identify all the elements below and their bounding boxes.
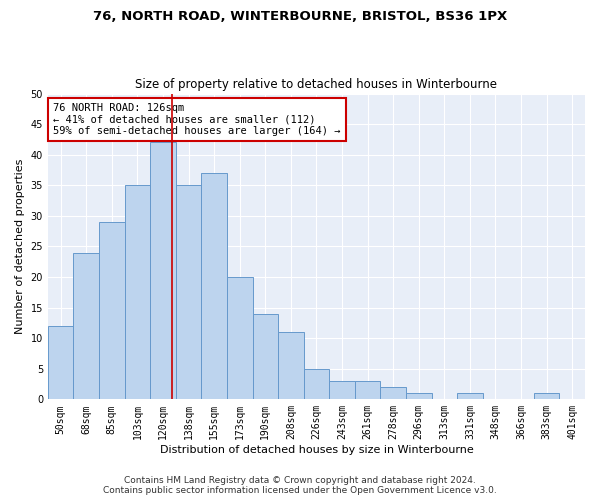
Bar — [227, 277, 253, 400]
Bar — [278, 332, 304, 400]
Text: 76 NORTH ROAD: 126sqm
← 41% of detached houses are smaller (112)
59% of semi-det: 76 NORTH ROAD: 126sqm ← 41% of detached … — [53, 102, 341, 136]
Text: Contains HM Land Registry data © Crown copyright and database right 2024.
Contai: Contains HM Land Registry data © Crown c… — [103, 476, 497, 495]
Bar — [253, 314, 278, 400]
Bar — [304, 369, 329, 400]
Bar — [406, 393, 431, 400]
Bar — [48, 326, 73, 400]
Bar — [150, 142, 176, 400]
Y-axis label: Number of detached properties: Number of detached properties — [15, 159, 25, 334]
Bar — [99, 222, 125, 400]
X-axis label: Distribution of detached houses by size in Winterbourne: Distribution of detached houses by size … — [160, 445, 473, 455]
Bar — [534, 393, 559, 400]
Bar — [125, 186, 150, 400]
Bar — [355, 381, 380, 400]
Bar — [380, 387, 406, 400]
Bar — [329, 381, 355, 400]
Bar — [202, 173, 227, 400]
Bar — [73, 252, 99, 400]
Text: 76, NORTH ROAD, WINTERBOURNE, BRISTOL, BS36 1PX: 76, NORTH ROAD, WINTERBOURNE, BRISTOL, B… — [93, 10, 507, 23]
Bar — [176, 186, 202, 400]
Title: Size of property relative to detached houses in Winterbourne: Size of property relative to detached ho… — [136, 78, 497, 91]
Bar — [457, 393, 482, 400]
